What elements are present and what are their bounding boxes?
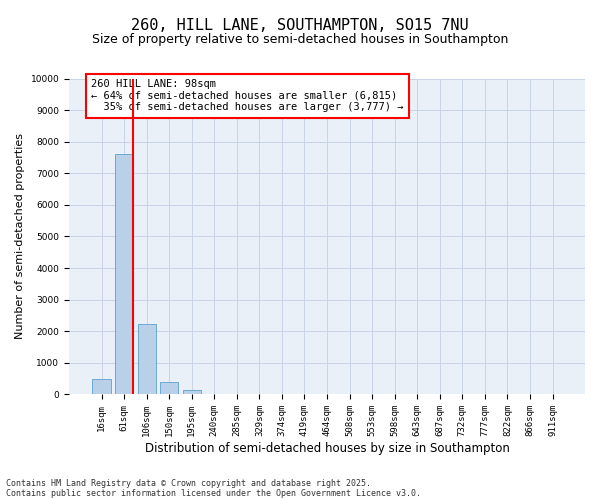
- Text: Size of property relative to semi-detached houses in Southampton: Size of property relative to semi-detach…: [92, 32, 508, 46]
- Text: Contains public sector information licensed under the Open Government Licence v3: Contains public sector information licen…: [6, 488, 421, 498]
- Y-axis label: Number of semi-detached properties: Number of semi-detached properties: [15, 134, 25, 340]
- Bar: [92, 378, 110, 394]
- Text: 260 HILL LANE: 98sqm
← 64% of semi-detached houses are smaller (6,815)
  35% of : 260 HILL LANE: 98sqm ← 64% of semi-detac…: [91, 79, 404, 112]
- Bar: [160, 382, 178, 394]
- Bar: [182, 390, 201, 394]
- Text: Contains HM Land Registry data © Crown copyright and database right 2025.: Contains HM Land Registry data © Crown c…: [6, 478, 371, 488]
- Bar: [115, 154, 133, 394]
- Bar: [137, 324, 155, 394]
- X-axis label: Distribution of semi-detached houses by size in Southampton: Distribution of semi-detached houses by …: [145, 442, 509, 455]
- Text: 260, HILL LANE, SOUTHAMPTON, SO15 7NU: 260, HILL LANE, SOUTHAMPTON, SO15 7NU: [131, 18, 469, 32]
